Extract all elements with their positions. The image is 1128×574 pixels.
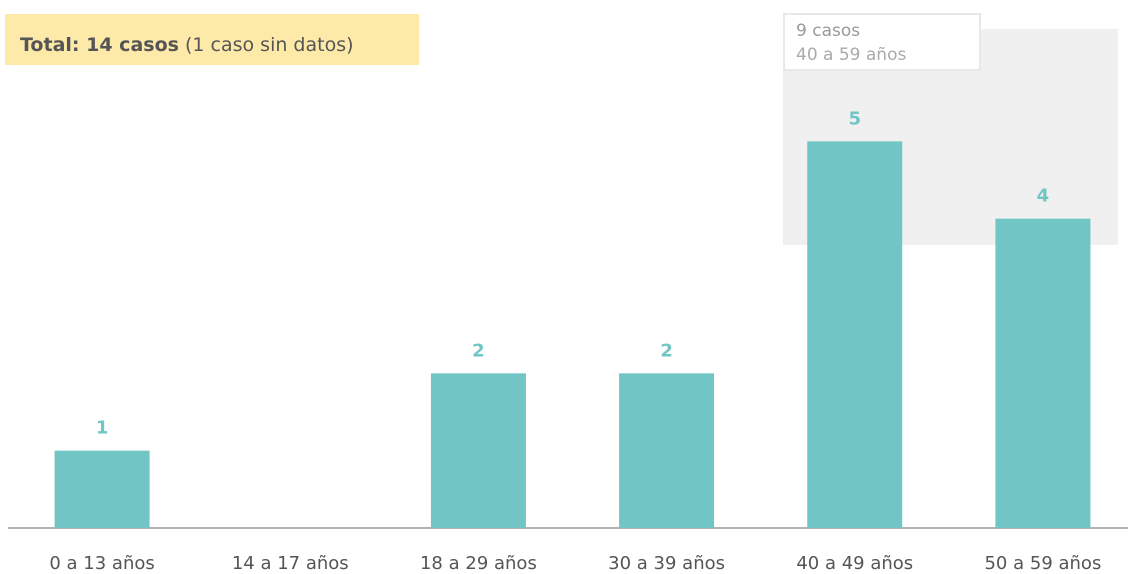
bar xyxy=(807,141,903,529)
summary-bold: Total: 14 casos xyxy=(20,34,179,56)
x-tick-label: 50 a 59 años xyxy=(984,553,1101,574)
value-label: 2 xyxy=(472,340,485,361)
bar xyxy=(54,450,150,528)
x-tick-label: 0 a 13 años xyxy=(49,553,154,574)
summary-box xyxy=(5,14,419,65)
bar xyxy=(995,218,1091,528)
bar xyxy=(430,373,526,528)
annotation-subtitle: 40 a 59 años xyxy=(796,45,906,65)
x-tick-label: 18 a 29 años xyxy=(420,553,537,574)
x-tick-label: 40 a 49 años xyxy=(796,553,913,574)
value-label: 4 xyxy=(1037,186,1050,207)
x-tick-label: 14 a 17 años xyxy=(232,553,349,574)
summary: Total: 14 casos (1 caso sin datos) xyxy=(20,34,354,56)
value-label: 1 xyxy=(96,418,109,439)
bar xyxy=(619,373,715,528)
summary-rest: (1 caso sin datos) xyxy=(185,34,354,56)
value-label: 5 xyxy=(848,108,861,129)
x-tick-label: 30 a 39 años xyxy=(608,553,725,574)
annotation-title: 9 casos xyxy=(796,21,860,41)
annotation-box xyxy=(783,13,981,71)
value-label: 2 xyxy=(660,340,673,361)
